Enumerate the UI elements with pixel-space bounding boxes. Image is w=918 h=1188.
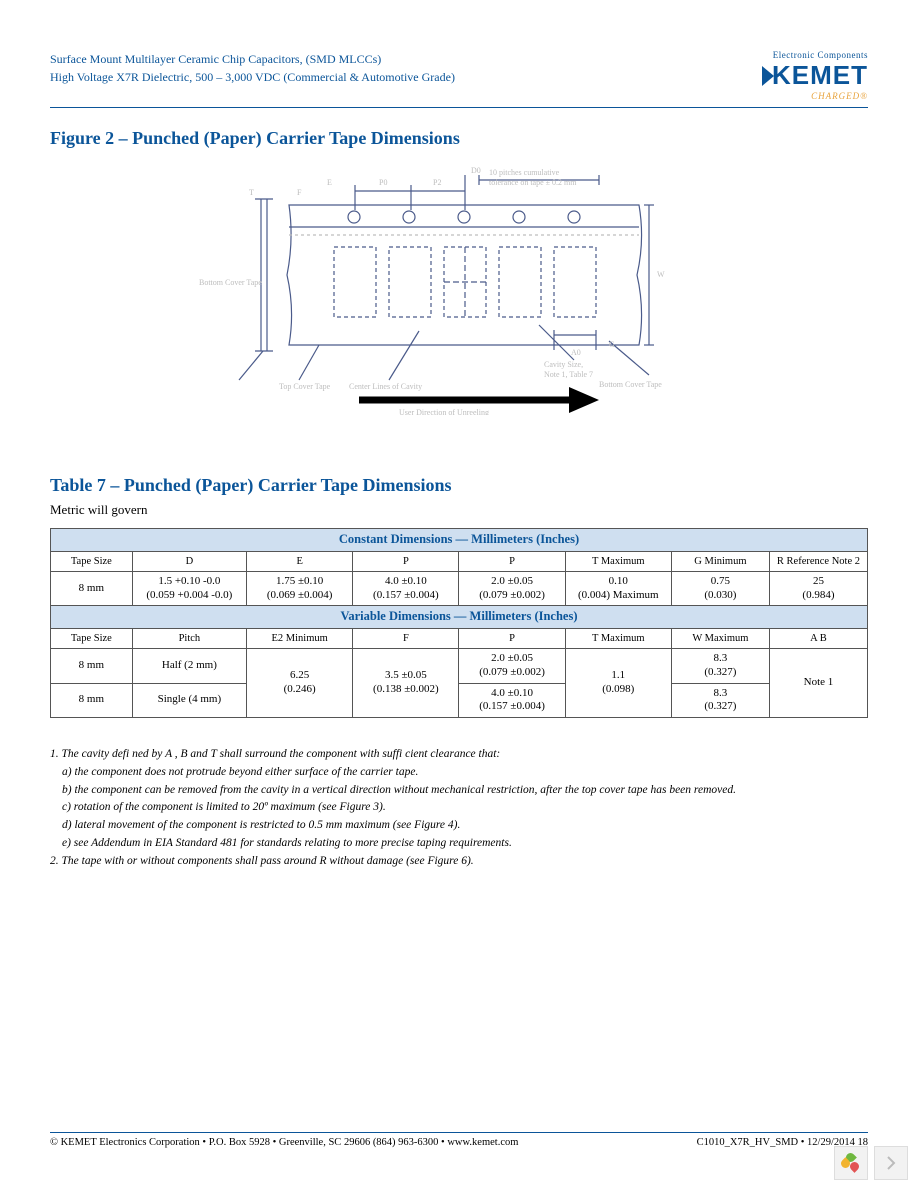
- dimensions-table: Constant Dimensions — Millimeters (Inche…: [50, 528, 868, 718]
- table-row: 8 mm 1.5 +0.10 -0.0 (0.059 +0.004 -0.0) …: [51, 571, 868, 606]
- col-hdr: P: [459, 628, 565, 648]
- notes: 1. The cavity defi ned by A , B and T sh…: [50, 746, 868, 871]
- note-1: 1. The cavity defi ned by A , B and T sh…: [50, 746, 868, 764]
- cell: 2.0 ±0.05 (0.079 ±0.002): [459, 649, 565, 684]
- page-nav: [834, 1146, 908, 1180]
- dim-label: P0: [379, 178, 387, 187]
- next-page-button[interactable]: [874, 1146, 908, 1180]
- cell: 4.0 ±0.10 (0.157 ±0.004): [459, 683, 565, 718]
- note-1c: c) rotation of the component is limited …: [50, 799, 868, 817]
- logo-brand: KEMET: [772, 60, 868, 91]
- note-1d: d) lateral movement of the component is …: [50, 817, 868, 835]
- table-row: 8 mm Half (2 mm) 6.25 (0.246) 3.5 ±0.05 …: [51, 649, 868, 684]
- col-hdr: P: [459, 551, 565, 571]
- metric-govern: Metric will govern: [50, 502, 868, 518]
- table-title: Table 7 – Punched (Paper) Carrier Tape D…: [50, 475, 868, 496]
- cav-label2: Note 1, Table 7: [544, 370, 593, 379]
- col-hdr: T Maximum: [565, 551, 671, 571]
- tol-label: 10 pitches cumulative: [489, 168, 560, 177]
- cell: 1.75 ±0.10 (0.069 ±0.004): [247, 571, 353, 606]
- note-1a: a) the component does not protrude beyon…: [50, 764, 868, 782]
- const-header: Constant Dimensions — Millimeters (Inche…: [51, 529, 868, 552]
- cell: 8 mm: [51, 571, 133, 606]
- var-header: Variable Dimensions — Millimeters (Inche…: [51, 606, 868, 629]
- dim-label: T: [249, 188, 254, 197]
- bct-label: Bottom Cover Tape: [199, 278, 262, 287]
- cell: 3.5 ±0.05 (0.138 ±0.002): [353, 649, 459, 718]
- dim-label: F: [297, 188, 302, 197]
- dim-label: W: [657, 270, 665, 279]
- col-hdr: P: [353, 551, 459, 571]
- footer-left: © KEMET Electronics Corporation • P.O. B…: [50, 1137, 518, 1148]
- cell: 2.0 ±0.05 (0.079 ±0.002): [459, 571, 565, 606]
- col-hdr: Tape Size: [51, 628, 133, 648]
- header-line2: High Voltage X7R Dielectric, 500 – 3,000…: [50, 68, 455, 86]
- cell: 1.5 +0.10 -0.0 (0.059 +0.004 -0.0): [132, 571, 246, 606]
- bct2-label: Bottom Cover Tape: [599, 380, 662, 389]
- col-hdr: E2 Minimum: [247, 628, 353, 648]
- dim-label: A0: [571, 348, 581, 357]
- cell: Half (2 mm): [132, 649, 246, 684]
- cell: 0.10 (0.004) Maximum: [565, 571, 671, 606]
- col-hdr: A B: [769, 628, 867, 648]
- col-hdr: G Minimum: [671, 551, 769, 571]
- cell: 8 mm: [51, 649, 133, 684]
- dim-label: P2: [433, 178, 441, 187]
- col-hdr: W Maximum: [671, 628, 769, 648]
- note-1b: b) the component can be removed from the…: [50, 782, 868, 800]
- col-hdr: F: [353, 628, 459, 648]
- col-hdr: E: [247, 551, 353, 571]
- col-hdr: D: [132, 551, 246, 571]
- nav-logo-icon[interactable]: [834, 1146, 868, 1180]
- cell: 8 mm: [51, 683, 133, 718]
- kemet-logo: Electronic Components KEMET CHARGED®: [762, 50, 868, 101]
- col-hdr: Pitch: [132, 628, 246, 648]
- tol-label2: tolerance on tape ± 0.2 mm: [489, 178, 577, 187]
- figure-diagram: E P2 P0 D0 W T F 10 pitches cumulative t…: [50, 155, 868, 415]
- tct-label: Top Cover Tape: [279, 382, 331, 391]
- cell: 4.0 ±0.10 (0.157 ±0.004): [353, 571, 459, 606]
- header-text: Surface Mount Multilayer Ceramic Chip Ca…: [50, 50, 455, 86]
- page-footer: © KEMET Electronics Corporation • P.O. B…: [50, 1132, 868, 1148]
- logo-ec: Electronic Components: [762, 50, 868, 60]
- cell: 1.1 (0.098): [565, 649, 671, 718]
- header-line1: Surface Mount Multilayer Ceramic Chip Ca…: [50, 50, 455, 68]
- cav-label: Cavity Size,: [544, 360, 583, 369]
- cell: 8.3 (0.327): [671, 683, 769, 718]
- cell: Single (4 mm): [132, 683, 246, 718]
- dir-label: User Direction of Unreeling: [399, 408, 489, 415]
- note-1e: e) see Addendum in EIA Standard 481 for …: [50, 835, 868, 853]
- col-hdr: T Maximum: [565, 628, 671, 648]
- dim-label: G: [609, 340, 615, 349]
- cell: 0.75 (0.030): [671, 571, 769, 606]
- ccl-label: Center Lines of Cavity: [349, 382, 422, 391]
- logo-charged: CHARGED®: [762, 91, 868, 101]
- cell: 25 (0.984): [769, 571, 867, 606]
- cell: 6.25 (0.246): [247, 649, 353, 718]
- dim-label: E: [327, 178, 332, 187]
- dim-label: D0: [471, 166, 481, 175]
- page-header: Surface Mount Multilayer Ceramic Chip Ca…: [50, 50, 868, 108]
- col-hdr: R Reference Note 2: [769, 551, 867, 571]
- table-row: 8 mm Single (4 mm) 4.0 ±0.10 (0.157 ±0.0…: [51, 683, 868, 718]
- cell: Note 1: [769, 649, 867, 718]
- note-2: 2. The tape with or without components s…: [50, 853, 868, 871]
- figure-title: Figure 2 – Punched (Paper) Carrier Tape …: [50, 128, 868, 149]
- cell: 8.3 (0.327): [671, 649, 769, 684]
- col-hdr: Tape Size: [51, 551, 133, 571]
